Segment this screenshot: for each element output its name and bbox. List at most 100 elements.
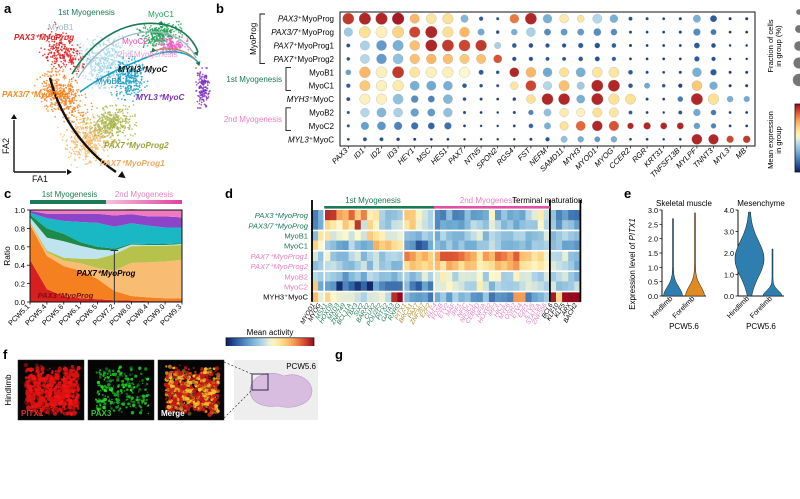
dot <box>662 30 666 34</box>
panel-d-cell <box>348 250 356 262</box>
panel-d-cell <box>348 210 356 221</box>
panel-d-cell <box>476 210 484 221</box>
panel-c-label-2nd: 2nd Myogenesis <box>115 190 173 199</box>
panel-d-cell <box>391 230 398 241</box>
dot <box>608 120 619 131</box>
panel-d-cell <box>391 291 398 303</box>
panel-d-cell <box>434 281 441 292</box>
dot <box>526 27 536 37</box>
panel-d-cell <box>342 240 349 252</box>
panel-c-ytick: 0.0 <box>14 298 25 307</box>
panel-d-cell <box>342 250 349 262</box>
panel-d-cell <box>549 210 557 221</box>
panel-d-cell <box>336 240 343 252</box>
dot <box>358 12 371 25</box>
dot <box>610 28 618 36</box>
panel-d-cell <box>391 240 398 252</box>
panel-a-label-7: MYH3⁺MyoC <box>118 65 168 74</box>
panel-d-cell <box>360 291 368 303</box>
dot <box>578 56 584 62</box>
panel-d-cell <box>434 271 441 282</box>
panel-d-cell <box>513 230 520 241</box>
panel-c-area <box>30 212 182 249</box>
dot <box>711 43 716 48</box>
dot <box>611 43 617 48</box>
panel-d-cell <box>446 250 453 262</box>
dot <box>710 109 717 116</box>
dot <box>479 83 483 88</box>
dot <box>678 17 682 21</box>
dot <box>346 137 350 141</box>
panel-e-violins: Expression level of PITX1 3.0 2.5 2.0 1.5 1.0… <box>628 199 785 331</box>
panel-e-violin <box>734 211 765 297</box>
panel-d-cell <box>354 291 362 303</box>
dot <box>462 83 467 89</box>
panel-d-cell <box>519 250 526 262</box>
panel-a-label-1: PAX3/7⁺MyoProg <box>2 90 69 99</box>
dot <box>512 124 516 128</box>
dot <box>525 80 537 92</box>
panel-d-cell <box>507 271 514 282</box>
panel-d-cell <box>427 281 435 292</box>
panel-d-cell <box>379 240 386 252</box>
panel-d-cell <box>482 240 490 252</box>
dot <box>496 124 500 128</box>
dot <box>509 14 519 24</box>
panel-d-cell <box>360 281 368 292</box>
panel-d-cell <box>385 250 392 262</box>
panel-d-cell <box>495 261 502 272</box>
panel-c-area <box>30 222 182 271</box>
dot <box>379 137 384 142</box>
legend-dot <box>795 25 800 33</box>
panel-d-cell <box>434 261 441 272</box>
dot <box>409 67 420 78</box>
panel-d-cell <box>415 271 423 282</box>
panel-d-cell <box>312 250 319 262</box>
panel-d-cell <box>476 261 484 272</box>
dot <box>392 53 404 65</box>
panel-d-cell <box>482 210 490 221</box>
panel-d-cell <box>562 240 569 252</box>
panel-d-cell <box>434 230 441 241</box>
panel-d-cell <box>403 281 410 292</box>
panel-d-cell <box>360 230 368 241</box>
panel-b-gene-label: HES1 <box>429 146 449 166</box>
panel-g-barcharts <box>330 346 800 499</box>
dot <box>427 122 435 130</box>
dot <box>544 122 551 130</box>
panel-c-area <box>30 210 182 228</box>
panel-d-cell <box>385 281 392 292</box>
panel-d-cell <box>513 271 520 282</box>
panel-d-cell <box>330 230 337 241</box>
dot <box>458 39 471 52</box>
panel-c-area <box>30 209 182 218</box>
panel-d-cell <box>525 240 532 252</box>
panel-d-cell <box>574 291 581 303</box>
panel-d-cell <box>507 261 514 272</box>
panel-d-cell <box>562 281 569 292</box>
panel-d-cell <box>330 281 337 292</box>
panel-d-cell <box>360 240 368 252</box>
dot <box>377 121 386 131</box>
panel-d-cell <box>452 220 459 231</box>
dot <box>346 57 351 61</box>
panel-d-cell <box>470 250 478 262</box>
legend-dot <box>792 73 800 87</box>
panel-f-letter: f <box>3 347 8 362</box>
dot <box>628 83 633 89</box>
panel-d-cell <box>415 291 423 303</box>
dot <box>479 111 483 114</box>
panel-d-row-label: PAX7⁺MyoProg1 <box>251 252 308 261</box>
panel-d-cell <box>415 261 423 272</box>
panel-d-cell <box>568 240 575 252</box>
panel-d-cell <box>403 210 410 221</box>
panel-d-cell <box>507 240 514 252</box>
panel-d-cell <box>482 220 490 231</box>
panel-d-cell <box>318 281 325 292</box>
panel-d-cell <box>342 261 349 272</box>
panel-d-cell <box>446 210 453 221</box>
panel-d-cell <box>537 210 545 221</box>
dot <box>691 134 703 145</box>
dot <box>578 42 584 49</box>
panel-d-cell <box>421 250 429 262</box>
